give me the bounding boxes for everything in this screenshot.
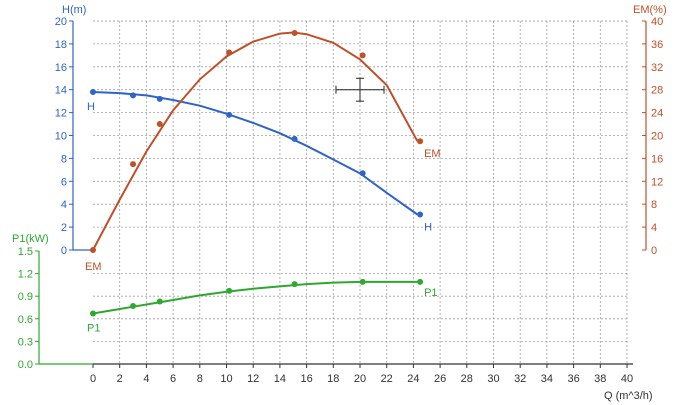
h-axis-tick-label: 16: [55, 62, 67, 74]
x-axis-title: Q (m^3/h): [604, 390, 653, 402]
x-axis-tick-label: 14: [274, 373, 286, 385]
series-point-p1: [417, 278, 424, 285]
series-point-h: [359, 170, 366, 177]
h-axis-tick-label: 2: [61, 222, 67, 234]
em-axis-tick-label: 32: [651, 62, 663, 74]
series-label-h: H: [424, 222, 432, 234]
crosshair-marker: [335, 77, 385, 102]
x-axis-tick-label: 2: [117, 373, 123, 385]
p1-axis-title: P1(kW): [12, 233, 49, 245]
series-point-h: [291, 135, 298, 142]
h-axis-tick-label: 6: [61, 176, 67, 188]
series-point-em: [291, 30, 298, 37]
axes: H(m) EM(%) P1(kW) Q (m^3/h) 024681012141…: [12, 4, 667, 402]
series-point-p1: [130, 302, 137, 309]
em-axis-tick-label: 0: [651, 245, 657, 257]
series-point-h: [417, 211, 424, 218]
series: H H EM EM P1 P1: [85, 30, 441, 335]
x-axis-tick-label: 26: [434, 373, 446, 385]
series-point-em: [417, 138, 424, 145]
x-axis-tick-label: 20: [354, 373, 366, 385]
series-point-p1: [291, 281, 298, 288]
h-axis-tick-label: 18: [55, 39, 67, 51]
x-axis-tick-label: 32: [514, 373, 526, 385]
series-line-h: [92, 91, 418, 216]
em-axis-tick-label: 40: [651, 16, 663, 28]
em-axis-tick-label: 16: [651, 153, 663, 165]
series-line-p1: [92, 280, 418, 315]
series-point-em: [130, 161, 137, 168]
x-axis-tick-label: 36: [567, 373, 579, 385]
x-axis-tick-label: 24: [407, 373, 419, 385]
series-label-h: H: [87, 101, 95, 113]
p1-axis-tick-label: 0.9: [18, 291, 33, 303]
series-point-h: [226, 111, 233, 118]
series-point-p1: [359, 278, 366, 285]
series-point-em: [226, 49, 233, 56]
x-axis-tick-label: 30: [487, 373, 499, 385]
series-point-h: [156, 95, 163, 102]
x-axis-tick-label: 10: [220, 373, 232, 385]
h-axis-title: H(m): [62, 4, 86, 16]
h-axis-tick-label: 10: [55, 131, 67, 143]
em-axis-tick-label: 24: [651, 108, 663, 120]
x-axis-tick-label: 40: [621, 373, 633, 385]
em-axis-title: EM(%): [633, 4, 667, 16]
series-label-p1: P1: [424, 287, 437, 299]
x-axis-tick-label: 12: [247, 373, 259, 385]
em-axis-tick-label: 8: [651, 199, 657, 211]
grid: [93, 20, 628, 364]
series-point-p1: [226, 287, 233, 294]
x-axis-tick-label: 22: [381, 373, 393, 385]
h-axis-tick-label: 8: [61, 153, 67, 165]
x-axis-tick-label: 4: [143, 373, 149, 385]
x-axis-tick-label: 8: [197, 373, 203, 385]
series-line-em: [92, 31, 419, 251]
p1-axis-tick-label: 0.3: [18, 336, 33, 348]
x-axis-tick-label: 16: [300, 373, 312, 385]
x-axis-tick-label: 6: [170, 373, 176, 385]
series-point-p1: [90, 310, 96, 317]
h-axis-tick-label: 14: [55, 85, 67, 97]
em-axis-tick-label: 4: [651, 222, 657, 234]
h-axis-tick-label: 12: [55, 108, 67, 120]
series-point-em: [156, 121, 163, 128]
p1-axis-tick-label: 0.0: [18, 359, 33, 371]
h-axis-tick-label: 20: [55, 16, 67, 28]
x-axis-tick-label: 0: [90, 373, 96, 385]
h-axis-tick-label: 0: [61, 245, 67, 257]
x-axis-tick-label: 18: [327, 373, 339, 385]
p1-axis-tick-label: 1.2: [18, 269, 33, 281]
h-axis-tick-label: 4: [61, 199, 67, 211]
x-axis-tick-label: 38: [594, 373, 606, 385]
p1-axis-tick-label: 0.6: [18, 314, 33, 326]
series-point-p1: [156, 298, 163, 305]
em-axis-tick-label: 20: [651, 131, 663, 143]
series-point-em: [90, 247, 96, 253]
em-axis-tick-label: 28: [651, 85, 663, 97]
series-label-em: EM: [85, 261, 102, 273]
em-axis-tick-label: 12: [651, 176, 663, 188]
series-label-p1: P1: [87, 323, 100, 335]
em-axis-tick-label: 36: [651, 39, 663, 51]
series-point-em: [359, 52, 366, 59]
series-point-h: [90, 88, 96, 95]
x-axis-tick-label: 34: [541, 373, 553, 385]
x-axis-tick-label: 28: [461, 373, 473, 385]
series-label-em: EM: [424, 148, 441, 160]
p1-axis-tick-label: 1.5: [18, 246, 33, 258]
series-point-h: [130, 92, 137, 99]
